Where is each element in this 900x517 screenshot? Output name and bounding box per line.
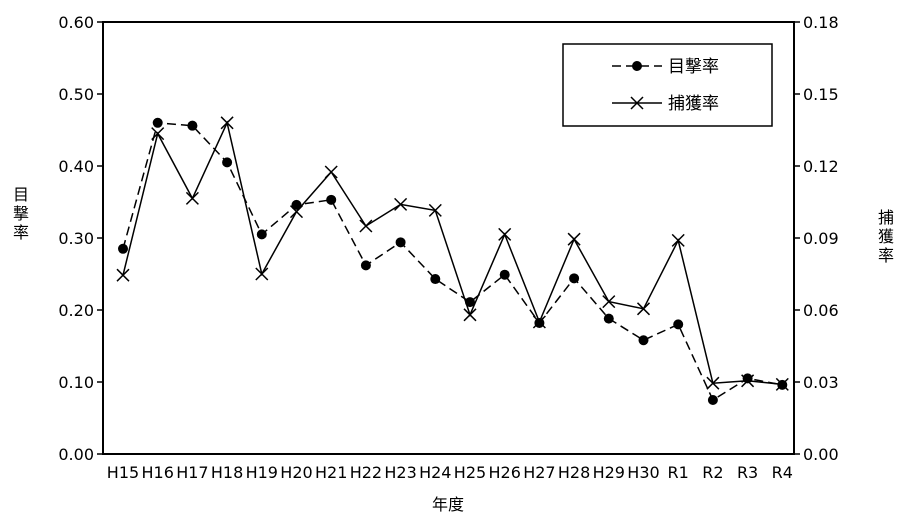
left-axis-ticks: 0.00 0.10 0.20 0.30 0.40 0.50 0.60 [58, 13, 103, 464]
data-point-series-1 [707, 395, 718, 405]
data-point-series-2 [359, 219, 373, 233]
right-axis-ticks: 0.00 0.03 0.06 0.09 0.12 0.15 0.18 [794, 13, 839, 464]
x-tick-label: H17 [176, 463, 208, 482]
data-point-series-1 [638, 335, 649, 346]
data-point-series-2 [671, 233, 685, 247]
data-point-series-1 [673, 319, 684, 330]
data-point-series-2 [151, 127, 165, 141]
data-point-series-2 [220, 116, 234, 130]
data-point-series-2 [394, 197, 408, 211]
right-tick-label: 0.09 [803, 229, 839, 248]
series-line-1 [122, 122, 783, 402]
axis-title-char: 獲 [878, 227, 894, 246]
left-tick-label: 0.40 [58, 157, 94, 176]
data-point-series-2 [775, 377, 789, 391]
series-layer [116, 116, 789, 405]
right-tick-label: 0.06 [803, 301, 839, 320]
data-point-series-1 [291, 199, 302, 210]
data-point-series-1 [465, 297, 475, 308]
x-tick-label: H24 [419, 463, 451, 482]
legend-label-series-2: 捕獲率 [668, 94, 719, 114]
x-tick-label: H18 [211, 463, 243, 482]
data-point-series-2 [741, 374, 755, 388]
right-tick-label: 0.03 [803, 373, 839, 392]
left-tick-label: 0.50 [58, 85, 94, 104]
data-point-series-2 [428, 203, 442, 217]
data-point-series-2 [289, 205, 304, 219]
right-tick-label: 0.12 [803, 157, 839, 176]
data-point-series-1 [603, 313, 614, 324]
data-point-series-2 [324, 165, 338, 179]
data-point-series-2 [185, 191, 199, 205]
x-tick-label: H23 [384, 463, 416, 482]
data-point-series-2 [602, 295, 616, 309]
data-point-series-1 [222, 157, 233, 168]
right-tick-label: 0.15 [803, 85, 839, 104]
x-tick-label: H25 [454, 463, 486, 482]
data-point-series-1 [499, 269, 510, 280]
data-point-series-1 [326, 194, 337, 205]
legend-item-series-2: 捕獲率 [612, 94, 719, 114]
data-point-series-2 [532, 315, 546, 329]
data-point-series-2 [498, 227, 512, 241]
left-tick-label: 0.20 [58, 301, 94, 320]
legend-marker-series-1 [632, 61, 642, 71]
data-point-series-1 [430, 274, 441, 285]
x-tick-label: H21 [315, 463, 347, 482]
data-point-series-2 [636, 302, 651, 316]
axis-title-char: 率 [13, 223, 29, 242]
legend-label-series-1: 目撃率 [668, 57, 719, 77]
x-tick-label: R2 [702, 463, 723, 482]
data-point-series-2 [567, 232, 581, 246]
left-tick-label: 0.10 [58, 373, 94, 392]
x-tick-label: H15 [107, 463, 139, 482]
legend-item-series-1: 目撃率 [612, 57, 719, 77]
data-point-series-2 [255, 267, 269, 281]
x-tick-label: R4 [772, 463, 793, 482]
data-point-series-2 [706, 376, 720, 390]
x-tick-label: H27 [523, 463, 555, 482]
x-tick-label: H28 [558, 463, 590, 482]
axis-title-char: 率 [878, 246, 894, 265]
x-tick-label: H22 [350, 463, 382, 482]
x-tick-label: R3 [737, 463, 758, 482]
left-tick-label: 0.30 [58, 229, 94, 248]
x-axis-title: 年度 [432, 495, 464, 514]
axis-title-char: 目 [13, 185, 29, 204]
data-point-series-2 [463, 308, 477, 322]
y-axis-title-right: 捕獲率 [878, 208, 894, 265]
x-axis-ticks: H15 H16 H17 H18 H19 H20 H21 H22 H23 H24 H25 H26 H27 H… [107, 463, 793, 482]
data-point-series-1 [360, 260, 371, 271]
data-point-series-1 [152, 117, 163, 128]
data-point-series-1 [118, 243, 128, 254]
left-tick-label: 0.00 [58, 445, 94, 464]
legend-marker-series-2 [630, 96, 644, 110]
series-line-2 [122, 120, 783, 386]
x-tick-label: H29 [593, 463, 625, 482]
legend: 目撃率 捕獲率 [562, 43, 773, 127]
x-tick-label: H16 [142, 463, 174, 482]
data-point-series-1 [395, 237, 406, 248]
data-point-series-1 [187, 120, 198, 131]
right-tick-label: 0.18 [803, 13, 839, 32]
right-tick-label: 0.00 [803, 445, 839, 464]
y-axis-title-left: 目撃率 [13, 185, 29, 242]
x-tick-label: H30 [627, 463, 659, 482]
data-point-series-2 [116, 268, 130, 282]
x-tick-label: R1 [668, 463, 689, 482]
axis-title-char: 撃 [13, 204, 29, 223]
x-tick-label: H19 [246, 463, 278, 482]
data-point-series-1 [569, 273, 580, 284]
left-tick-label: 0.60 [58, 13, 94, 32]
axis-title-char: 捕 [878, 208, 894, 227]
x-tick-label: H26 [489, 463, 521, 482]
legend-box [562, 43, 773, 127]
x-tick-label: H20 [280, 463, 312, 482]
data-point-series-1 [256, 229, 267, 240]
